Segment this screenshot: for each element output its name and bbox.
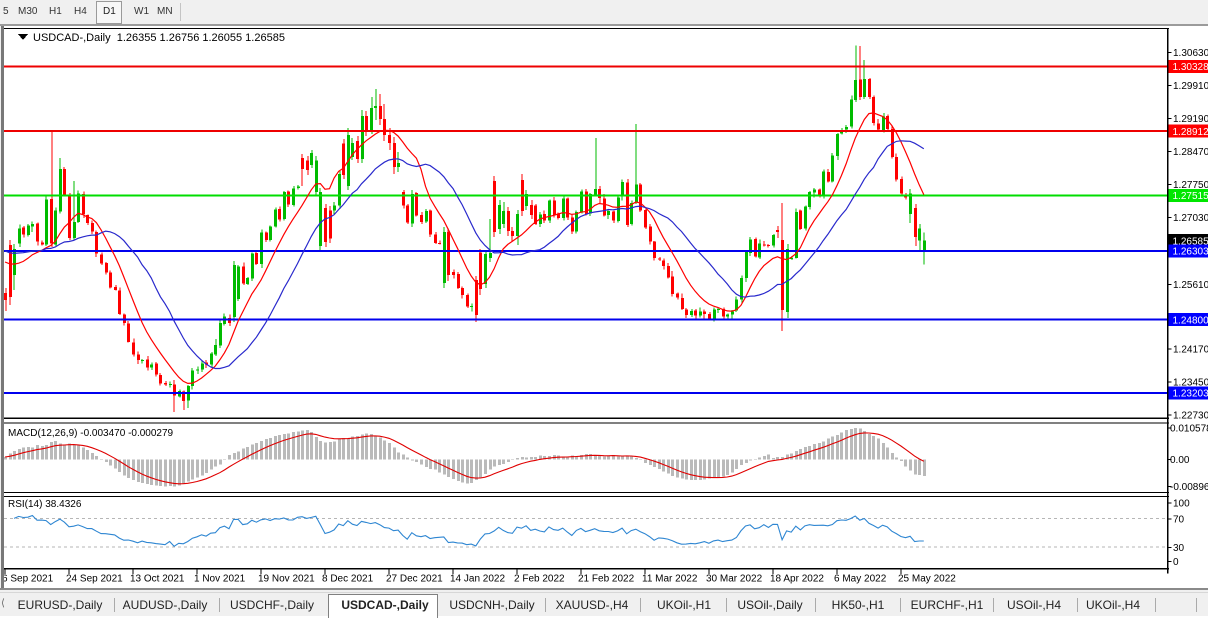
svg-text:0.010578: 0.010578	[1170, 424, 1208, 435]
svg-text:1.26303: 1.26303	[1173, 247, 1208, 258]
svg-text:70: 70	[1173, 515, 1185, 526]
svg-text:11 Mar 2022: 11 Mar 2022	[642, 574, 698, 585]
svg-text:1.30328: 1.30328	[1173, 62, 1208, 73]
svg-text:MACD(12,26,9) -0.003470 -0.000: MACD(12,26,9) -0.003470 -0.000279	[8, 428, 174, 439]
svg-text:1.28912: 1.28912	[1173, 127, 1208, 138]
svg-text:1.22730: 1.22730	[1173, 411, 1208, 422]
svg-text:1.27030: 1.27030	[1173, 213, 1208, 224]
svg-text:19 Nov 2021: 19 Nov 2021	[258, 574, 315, 585]
svg-text:RSI(14) 38.4326: RSI(14) 38.4326	[8, 499, 82, 510]
svg-text:USDCAD-,Daily 1.26355 1.26756: USDCAD-,Daily 1.26355 1.26756 1.26055 1.…	[33, 32, 285, 44]
svg-text:6 May 2022: 6 May 2022	[834, 574, 887, 585]
svg-text:6 Sep 2021: 6 Sep 2021	[2, 574, 54, 585]
svg-text:1.24800: 1.24800	[1173, 316, 1208, 327]
svg-text:21 Feb 2022: 21 Feb 2022	[578, 574, 635, 585]
svg-text:1.24170: 1.24170	[1173, 345, 1208, 356]
svg-text:1.23203: 1.23203	[1173, 389, 1208, 400]
svg-text:18 Apr 2022: 18 Apr 2022	[770, 574, 824, 585]
svg-text:1.28470: 1.28470	[1173, 147, 1208, 158]
svg-text:100: 100	[1173, 499, 1190, 510]
svg-text:1.25610: 1.25610	[1173, 280, 1208, 291]
svg-text:1 Nov 2021: 1 Nov 2021	[194, 574, 246, 585]
svg-text:30: 30	[1173, 543, 1185, 554]
svg-text:1.29190: 1.29190	[1173, 114, 1208, 125]
svg-text:0.00: 0.00	[1170, 455, 1190, 466]
svg-text:14 Jan 2022: 14 Jan 2022	[450, 574, 505, 585]
svg-text:2 Feb 2022: 2 Feb 2022	[514, 574, 565, 585]
svg-text:27 Dec 2021: 27 Dec 2021	[386, 574, 443, 585]
svg-text:30 Mar 2022: 30 Mar 2022	[706, 574, 763, 585]
svg-text:13 Oct 2021: 13 Oct 2021	[130, 574, 185, 585]
svg-text:1.27515: 1.27515	[1173, 191, 1208, 202]
svg-text:25 May 2022: 25 May 2022	[898, 574, 956, 585]
svg-text:1.29910: 1.29910	[1173, 81, 1208, 92]
svg-text:-0.00896: -0.00896	[1170, 482, 1208, 493]
svg-text:24 Sep 2021: 24 Sep 2021	[66, 574, 123, 585]
svg-text:1.30630: 1.30630	[1173, 48, 1208, 59]
svg-text:8 Dec 2021: 8 Dec 2021	[322, 574, 374, 585]
svg-text:0: 0	[1173, 557, 1179, 568]
